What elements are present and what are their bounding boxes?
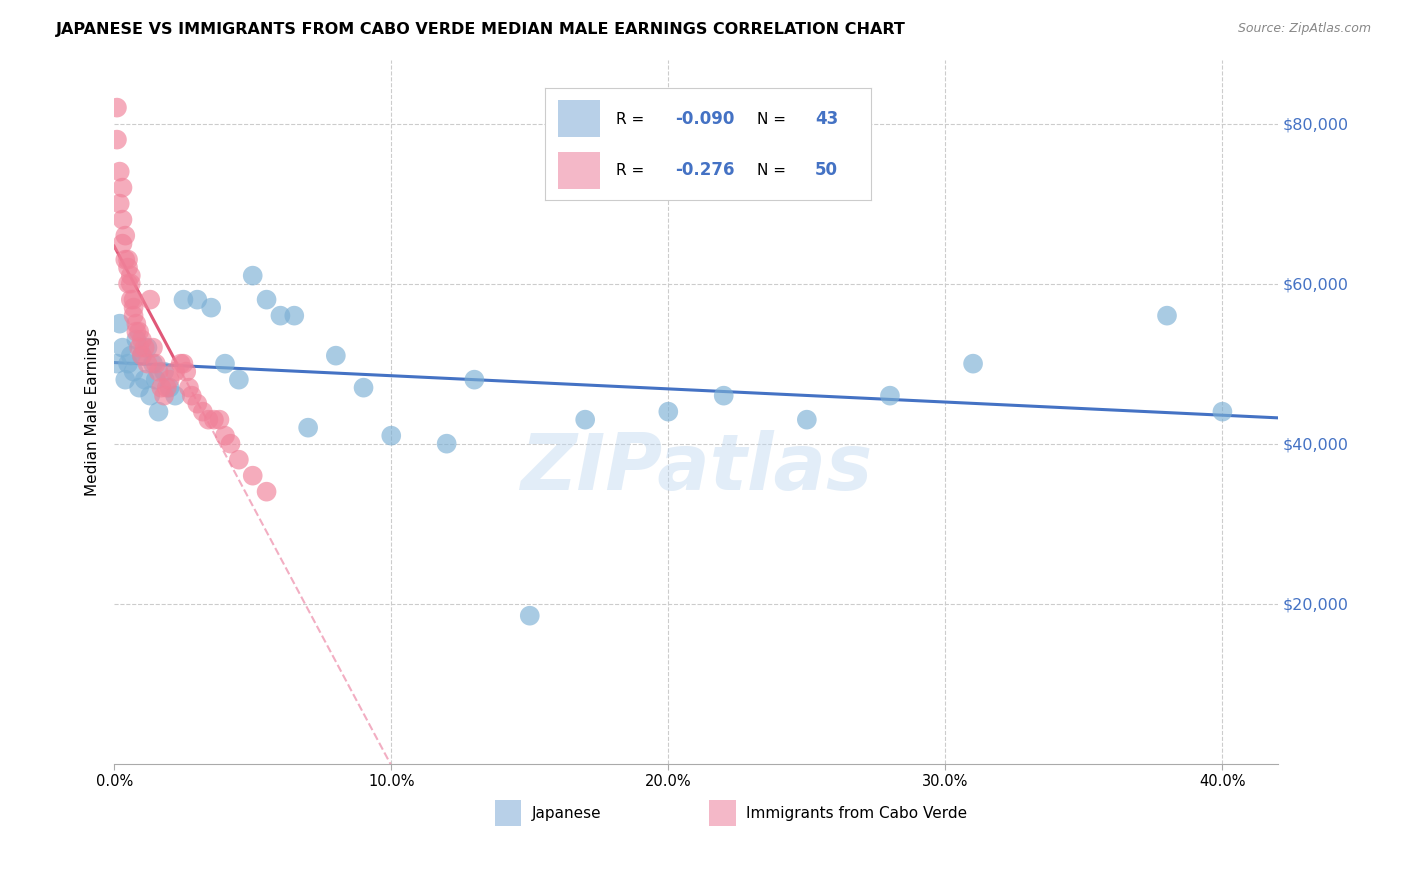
Point [117,260,139,275]
Point [120,277,142,291]
Point [297,420,319,434]
Point [219,436,242,450]
Point [105,357,128,371]
Point [131,349,153,363]
Point [657,405,679,419]
Point [242,268,264,283]
Point [142,341,165,355]
Point [228,452,250,467]
Text: Source: ZipAtlas.com: Source: ZipAtlas.com [1237,22,1371,36]
Point [519,608,541,623]
Point [242,468,264,483]
Point [214,357,236,371]
Point [120,349,142,363]
Point [128,381,150,395]
Point [177,381,200,395]
Point [111,341,134,355]
Point [111,180,134,194]
Point [256,484,278,499]
Point [200,301,222,315]
Point [1156,309,1178,323]
Text: ZIPatlas: ZIPatlas [520,430,872,506]
Point [125,333,148,347]
Point [214,428,236,442]
Y-axis label: Median Male Earnings: Median Male Earnings [86,327,100,496]
Point [136,357,159,371]
Point [111,212,134,227]
Point [436,436,458,450]
Point [197,412,219,426]
Point [172,293,194,307]
Point [128,325,150,339]
Point [117,277,139,291]
Point [131,333,153,347]
Point [139,389,162,403]
Point [165,389,187,403]
Point [153,365,176,379]
Point [117,252,139,267]
Point [165,365,187,379]
Point [125,325,148,339]
Point [142,357,165,371]
Point [122,309,145,323]
Point [170,357,193,371]
Point [156,381,179,395]
Point [574,412,596,426]
Point [713,389,735,403]
Point [796,412,818,426]
Point [114,373,136,387]
Point [159,381,181,395]
Point [111,236,134,251]
Point [117,357,139,371]
Point [139,293,162,307]
Point [159,373,181,387]
Point [202,412,225,426]
Point [463,373,485,387]
Point [108,196,131,211]
Point [172,357,194,371]
Point [256,293,278,307]
Point [174,365,197,379]
Point [145,357,167,371]
Point [125,317,148,331]
Point [148,405,170,419]
Point [283,309,305,323]
Point [879,389,901,403]
Point [228,373,250,387]
Point [136,341,159,355]
Point [105,133,128,147]
Point [114,252,136,267]
Point [134,341,156,355]
Point [380,428,402,442]
Point [191,405,214,419]
Point [325,349,347,363]
Point [269,309,291,323]
Point [108,317,131,331]
Point [962,357,984,371]
Point [120,293,142,307]
Point [353,381,375,395]
Point [1211,405,1233,419]
Point [120,268,142,283]
Point [108,164,131,178]
Point [145,373,167,387]
Point [114,228,136,243]
Point [150,381,173,395]
Point [186,397,208,411]
Point [131,349,153,363]
Point [153,389,176,403]
Point [186,293,208,307]
Point [122,293,145,307]
Point [180,389,202,403]
Text: JAPANESE VS IMMIGRANTS FROM CABO VERDE MEDIAN MALE EARNINGS CORRELATION CHART: JAPANESE VS IMMIGRANTS FROM CABO VERDE M… [56,22,905,37]
Point [208,412,231,426]
Point [122,365,145,379]
Point [122,301,145,315]
Point [134,373,156,387]
Point [128,341,150,355]
Point [105,101,128,115]
Point [148,365,170,379]
